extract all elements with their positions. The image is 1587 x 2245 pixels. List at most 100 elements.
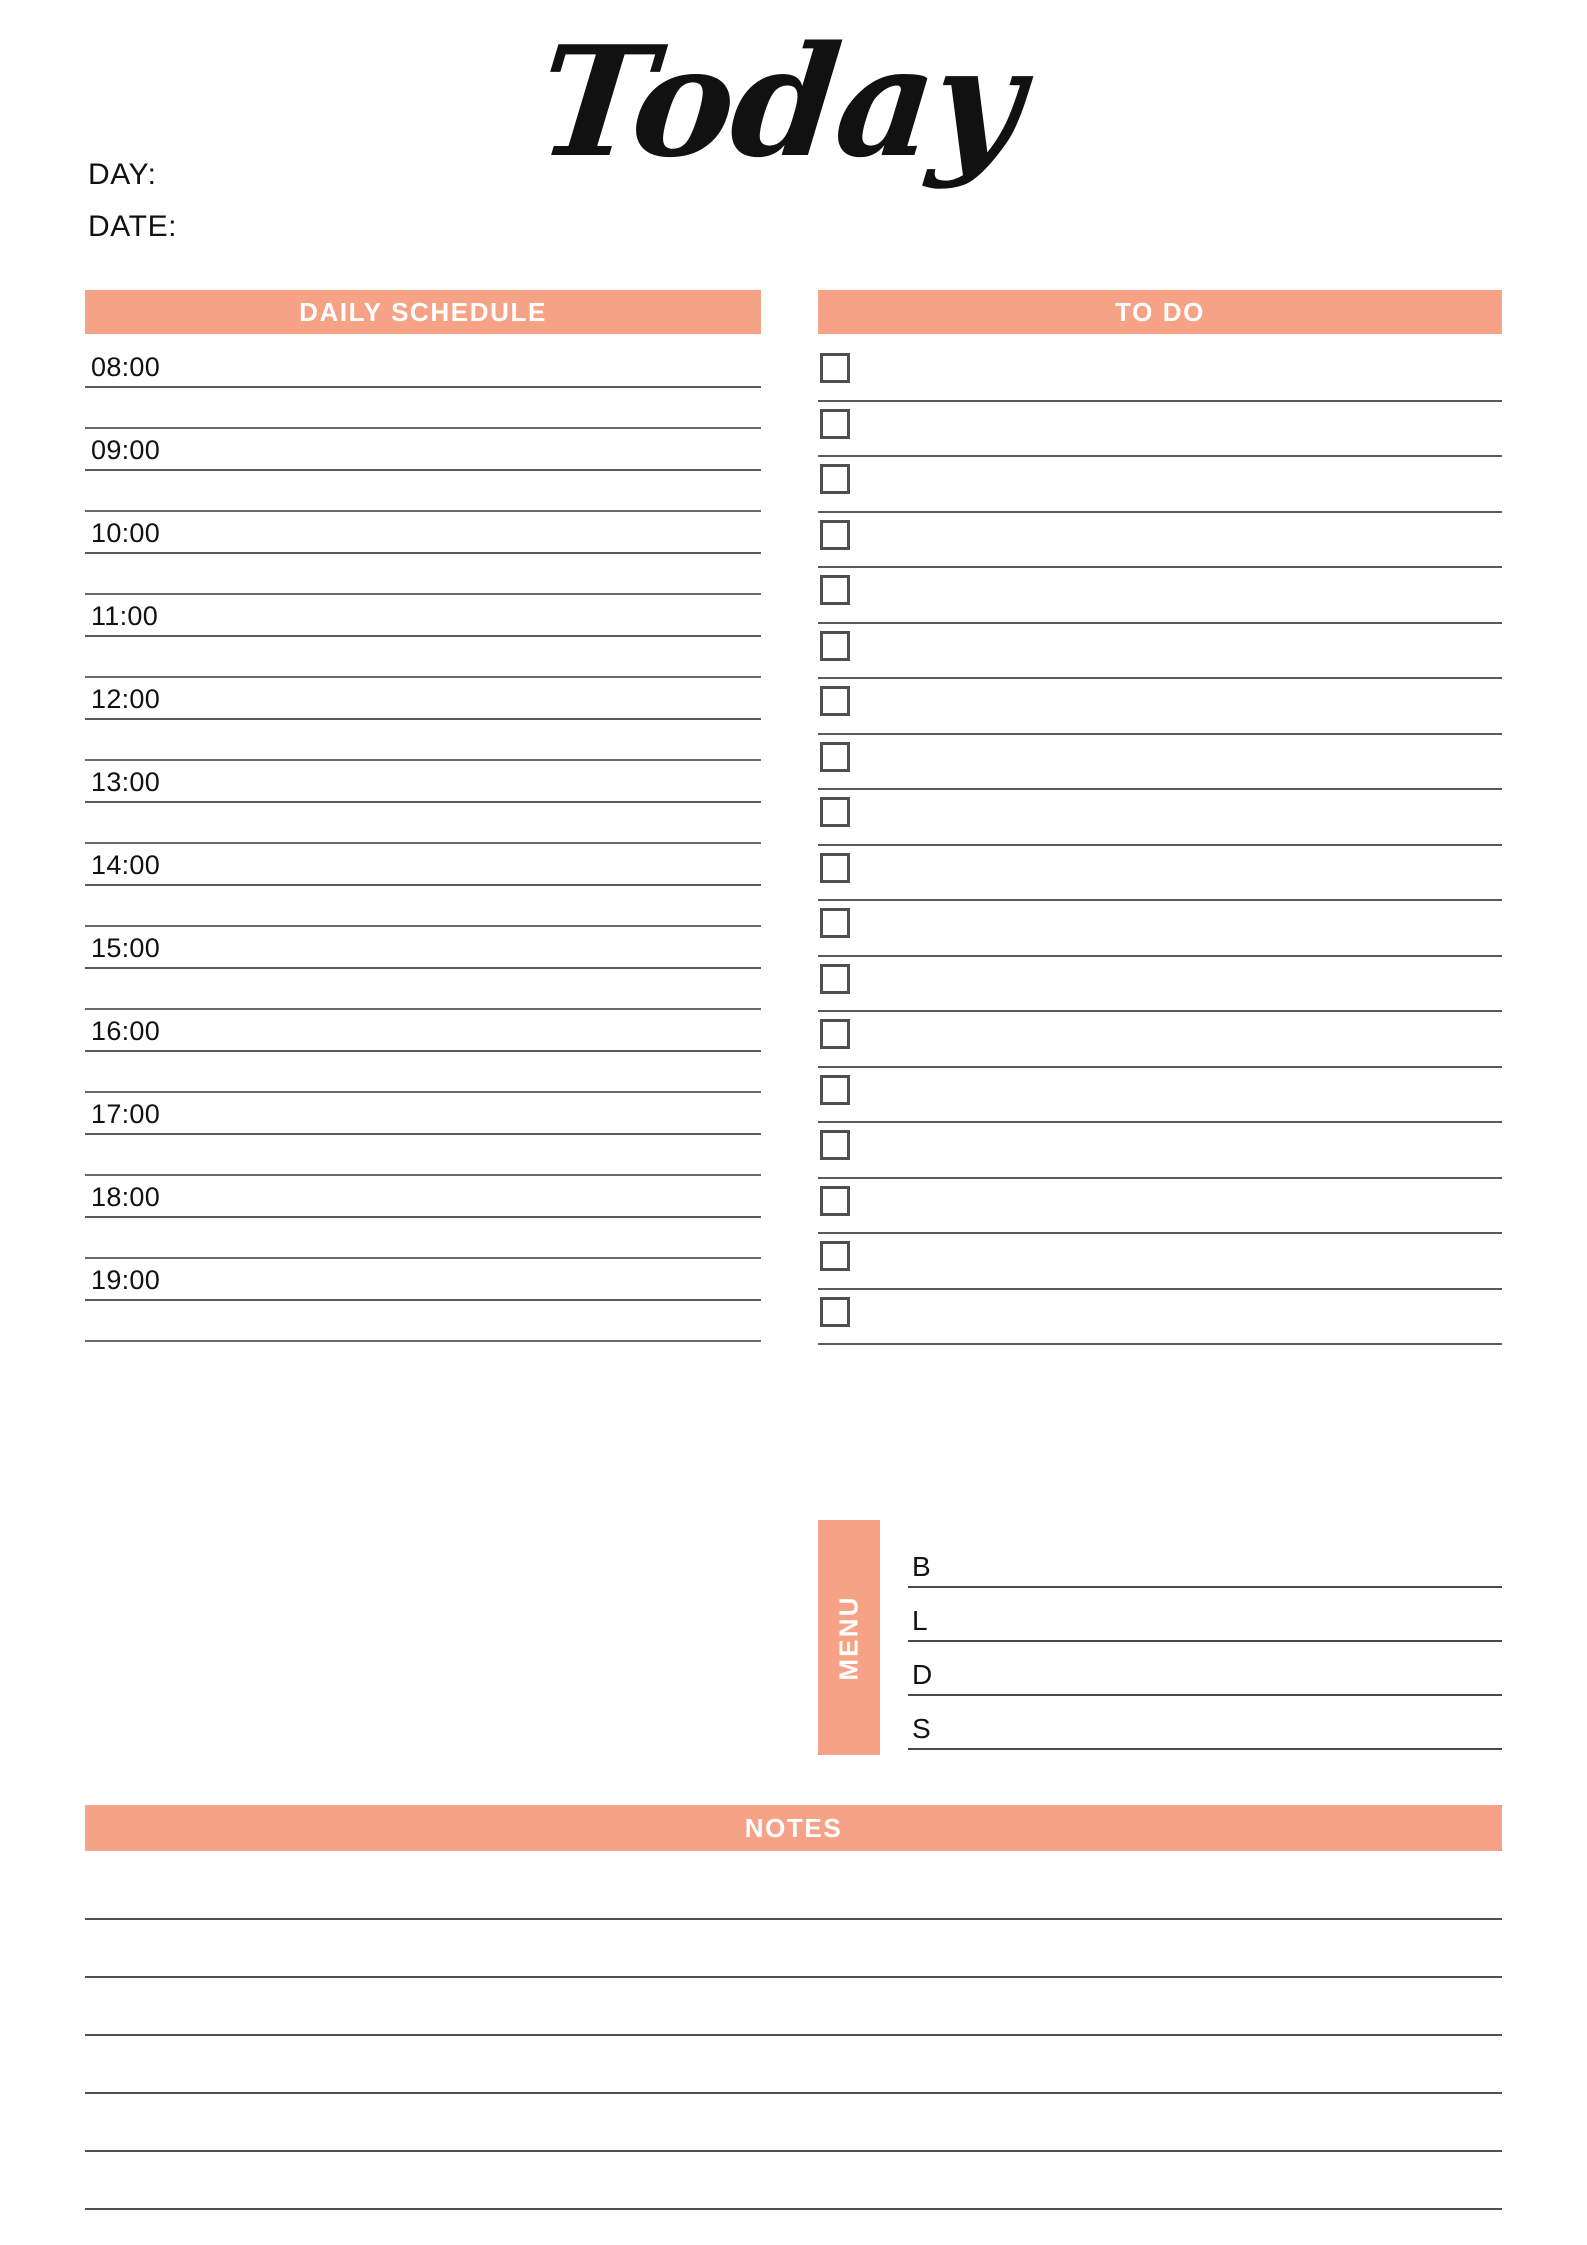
todo-row[interactable] <box>818 901 1502 957</box>
schedule-hour-row[interactable]: 19:00 <box>85 1259 761 1301</box>
menu-row-letter: D <box>912 1659 933 1690</box>
schedule-time-label: 16:00 <box>91 1016 161 1046</box>
schedule-half-hour-row[interactable] <box>85 471 761 512</box>
menu-row[interactable]: D <box>908 1642 1502 1696</box>
schedule-time-label: 08:00 <box>91 352 161 382</box>
menu-row-letter: L <box>912 1605 928 1636</box>
checkbox-icon[interactable] <box>820 1241 850 1271</box>
menu-tab-label: MENU <box>833 1594 864 1681</box>
checkbox-icon[interactable] <box>820 464 850 494</box>
schedule-half-hour-row[interactable] <box>85 803 761 844</box>
todo-row[interactable] <box>818 513 1502 568</box>
todo-row[interactable] <box>818 679 1502 735</box>
checkbox-icon[interactable] <box>820 353 850 383</box>
daily-schedule-header: DAILY SCHEDULE <box>85 290 761 334</box>
schedule-half-hour-row[interactable] <box>85 1301 761 1342</box>
todo-row[interactable] <box>818 568 1502 624</box>
schedule-time-label: 15:00 <box>91 933 161 963</box>
checkbox-icon[interactable] <box>820 1185 850 1216</box>
todo-row[interactable] <box>818 790 1502 846</box>
schedule-time-label: 10:00 <box>91 518 161 548</box>
page-title: Today <box>530 12 1030 191</box>
schedule-hour-row[interactable]: 18:00 <box>85 1176 761 1218</box>
date-label[interactable]: DATE: <box>88 210 178 243</box>
notes-line[interactable] <box>85 2152 1502 2210</box>
menu-row[interactable]: B <box>908 1534 1502 1588</box>
todo-row[interactable] <box>818 457 1502 513</box>
notes-line[interactable] <box>85 2094 1502 2152</box>
schedule-time-label: 09:00 <box>91 435 161 465</box>
todo-row[interactable] <box>818 1068 1502 1123</box>
checkbox-icon[interactable] <box>820 908 850 938</box>
todo-row[interactable] <box>818 957 1502 1012</box>
schedule-time-label: 13:00 <box>91 767 161 797</box>
schedule-hour-row[interactable]: 17:00 <box>85 1093 761 1135</box>
todo-row[interactable] <box>818 346 1502 402</box>
notes-line-list <box>85 1862 1502 2210</box>
notes-line[interactable] <box>85 2036 1502 2094</box>
schedule-hour-row[interactable]: 10:00 <box>85 512 761 554</box>
day-date-block: DAY: DATE: <box>88 160 177 264</box>
schedule-hour-row[interactable]: 12:00 <box>85 678 761 720</box>
checkbox-icon[interactable] <box>820 575 850 605</box>
menu-row[interactable]: S <box>908 1696 1502 1750</box>
schedule-time-label: 19:00 <box>91 1265 161 1295</box>
schedule-hour-row[interactable]: 11:00 <box>85 595 761 637</box>
schedule-half-hour-row[interactable] <box>85 1218 761 1259</box>
checkbox-icon[interactable] <box>820 1019 850 1049</box>
checkbox-icon[interactable] <box>820 741 850 772</box>
schedule-hour-row[interactable]: 09:00 <box>85 429 761 471</box>
schedule-time-label: 14:00 <box>91 850 161 880</box>
todo-row[interactable] <box>818 624 1502 679</box>
checkbox-icon[interactable] <box>820 519 850 550</box>
notes-line[interactable] <box>85 1862 1502 1920</box>
checkbox-icon[interactable] <box>820 686 850 716</box>
checkbox-icon[interactable] <box>820 1074 850 1105</box>
todo-item-list <box>818 346 1502 1345</box>
todo-row[interactable] <box>818 1123 1502 1179</box>
schedule-row-list: 08:00 09:00 10:00 11:00 12:00 13:00 14:00 15:00… <box>85 346 761 1342</box>
checkbox-icon[interactable] <box>820 797 850 827</box>
checkbox-icon[interactable] <box>820 1296 850 1327</box>
schedule-hour-row[interactable]: 14:00 <box>85 844 761 886</box>
notes-line[interactable] <box>85 1978 1502 2036</box>
schedule-half-hour-row[interactable] <box>85 554 761 595</box>
checkbox-icon[interactable] <box>820 408 850 439</box>
checkbox-icon[interactable] <box>820 630 850 661</box>
schedule-time-label: 11:00 <box>91 601 159 631</box>
schedule-hour-row[interactable]: 08:00 <box>85 346 761 388</box>
todo-row[interactable] <box>818 846 1502 901</box>
menu-row-letter: B <box>912 1551 931 1582</box>
menu-row-letter: S <box>912 1713 931 1744</box>
schedule-hour-row[interactable]: 16:00 <box>85 1010 761 1052</box>
day-label[interactable]: DAY: <box>88 158 157 191</box>
checkbox-icon[interactable] <box>820 1130 850 1160</box>
todo-row[interactable] <box>818 1234 1502 1290</box>
schedule-half-hour-row[interactable] <box>85 720 761 761</box>
schedule-time-label: 12:00 <box>91 684 161 714</box>
schedule-half-hour-row[interactable] <box>85 886 761 927</box>
menu-row[interactable]: L <box>908 1588 1502 1642</box>
todo-row[interactable] <box>818 1179 1502 1234</box>
page-header: Today DAY: DATE: <box>0 0 1587 278</box>
daily-schedule-section: DAILY SCHEDULE <box>85 290 761 334</box>
schedule-time-label: 17:00 <box>91 1099 161 1129</box>
todo-row[interactable] <box>818 402 1502 457</box>
notes-line[interactable] <box>85 1920 1502 1978</box>
schedule-half-hour-row[interactable] <box>85 1135 761 1176</box>
todo-row[interactable] <box>818 1012 1502 1068</box>
checkbox-icon[interactable] <box>820 963 850 994</box>
schedule-half-hour-row[interactable] <box>85 969 761 1010</box>
schedule-half-hour-row[interactable] <box>85 637 761 678</box>
todo-section: TO DO <box>818 290 1502 334</box>
schedule-half-hour-row[interactable] <box>85 1052 761 1093</box>
todo-row[interactable] <box>818 735 1502 790</box>
schedule-hour-row[interactable]: 13:00 <box>85 761 761 803</box>
checkbox-icon[interactable] <box>820 852 850 883</box>
todo-row[interactable] <box>818 1290 1502 1345</box>
schedule-hour-row[interactable]: 15:00 <box>85 927 761 969</box>
schedule-half-hour-row[interactable] <box>85 388 761 429</box>
